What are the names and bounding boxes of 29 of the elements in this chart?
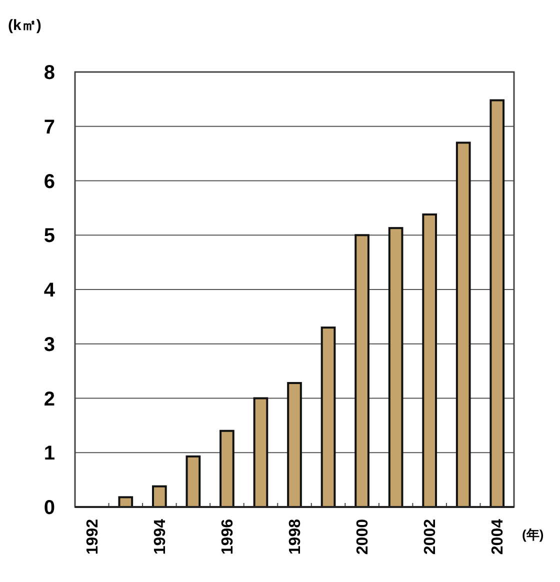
- bar: [287, 382, 302, 508]
- x-tick-label: 2002: [422, 518, 440, 555]
- bar: [253, 397, 268, 508]
- bar: [388, 227, 404, 508]
- y-tick-label: 7: [44, 116, 55, 138]
- y-tick-label: 1: [44, 442, 55, 465]
- bar: [490, 99, 505, 508]
- y-tick-label: 0: [44, 497, 55, 519]
- x-tick-label: 2004: [490, 518, 507, 555]
- bar: [186, 455, 201, 508]
- y-tick-label: 6: [44, 170, 55, 193]
- x-tick-label: 2000: [354, 518, 372, 555]
- bar: [354, 234, 370, 508]
- x-tick-label: 1992: [84, 518, 102, 555]
- y-tick-label: 2: [44, 388, 55, 410]
- bar: [422, 213, 437, 508]
- bar: [320, 326, 336, 508]
- y-tick-label: 3: [44, 334, 55, 356]
- bar: [456, 142, 471, 508]
- x-tick-label: 1996: [220, 518, 237, 555]
- y-tick-label: 4: [44, 280, 56, 302]
- y-axis-title: (k㎡): [8, 17, 42, 34]
- x-tick-label: 1998: [287, 518, 304, 555]
- bar: [152, 485, 167, 508]
- x-tick-label: 1994: [152, 518, 170, 555]
- y-tick-label: 8: [44, 62, 55, 84]
- bar: [220, 430, 234, 508]
- y-tick-label: 5: [44, 225, 55, 248]
- x-axis-title: (年): [522, 527, 544, 542]
